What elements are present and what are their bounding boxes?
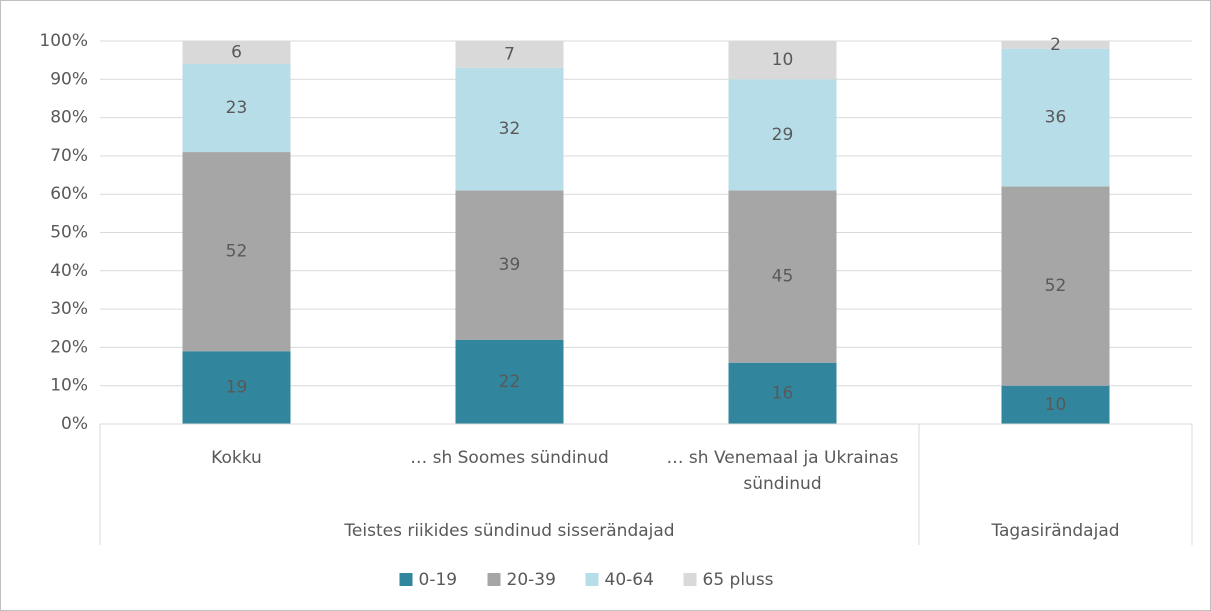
x-tick-label: … sh Venemaal ja Ukrainas sündinud bbox=[666, 448, 899, 494]
y-tick-label: 70% bbox=[50, 146, 88, 166]
bar-segment bbox=[728, 362, 837, 424]
group-label: Tagasirändajad bbox=[991, 521, 1120, 541]
bar-segment bbox=[728, 41, 837, 80]
bar-segment bbox=[182, 63, 291, 153]
data-label: 2 bbox=[1050, 35, 1061, 55]
data-label: 16 bbox=[772, 383, 794, 403]
data-label: 39 bbox=[499, 255, 521, 275]
bar-segment bbox=[182, 152, 291, 352]
y-tick-label: 10% bbox=[50, 376, 88, 396]
data-label: 32 bbox=[499, 119, 521, 139]
y-tick-label: 100% bbox=[39, 31, 88, 51]
legend-label: 65 pluss bbox=[703, 570, 774, 590]
bar-segment bbox=[1001, 48, 1110, 187]
data-label: 22 bbox=[499, 372, 521, 392]
bar-segment bbox=[455, 339, 564, 424]
x-tick-label: Kokku bbox=[211, 448, 262, 468]
bar-segment bbox=[455, 190, 564, 340]
data-label: 36 bbox=[1045, 108, 1067, 128]
y-tick-label: 40% bbox=[50, 261, 88, 281]
data-label: 45 bbox=[772, 267, 794, 287]
bar-segment bbox=[455, 67, 564, 191]
bar-segment bbox=[728, 190, 837, 363]
bar-segment bbox=[182, 41, 291, 64]
y-tick-label: 90% bbox=[50, 69, 88, 89]
legend-label: 0-19 bbox=[419, 570, 458, 590]
legend-label: 40-64 bbox=[605, 570, 654, 590]
data-label: 6 bbox=[231, 42, 242, 62]
bar-segment bbox=[1001, 186, 1110, 386]
x-tick-label: … sh Soomes sündinud bbox=[410, 448, 609, 468]
data-label: 23 bbox=[226, 98, 248, 118]
data-label: 10 bbox=[1045, 395, 1067, 415]
bar-segment bbox=[1001, 385, 1110, 424]
legend-swatch bbox=[683, 573, 697, 586]
bar-segment bbox=[182, 351, 291, 424]
data-label: 52 bbox=[1045, 276, 1067, 296]
data-label: 10 bbox=[772, 50, 794, 70]
group-label: Teistes riikides sündinud sisserändajad bbox=[344, 521, 675, 541]
y-tick-label: 30% bbox=[50, 299, 88, 319]
bar-segment bbox=[455, 41, 564, 68]
y-tick-label: 20% bbox=[50, 337, 88, 357]
bar-segment bbox=[1001, 41, 1110, 49]
y-tick-label: 50% bbox=[50, 223, 88, 243]
legend-label: 20-39 bbox=[507, 570, 556, 590]
legend-swatch bbox=[399, 573, 413, 586]
legend-swatch bbox=[487, 573, 501, 586]
data-label: 29 bbox=[772, 125, 794, 145]
data-label: 52 bbox=[226, 242, 248, 262]
y-tick-label: 60% bbox=[50, 184, 88, 204]
data-label: 19 bbox=[226, 378, 248, 398]
data-label: 7 bbox=[504, 44, 515, 64]
legend-swatch bbox=[585, 573, 599, 586]
y-tick-label: 80% bbox=[50, 108, 88, 128]
y-tick-label: 0% bbox=[61, 414, 88, 434]
bar-segment bbox=[728, 79, 837, 191]
